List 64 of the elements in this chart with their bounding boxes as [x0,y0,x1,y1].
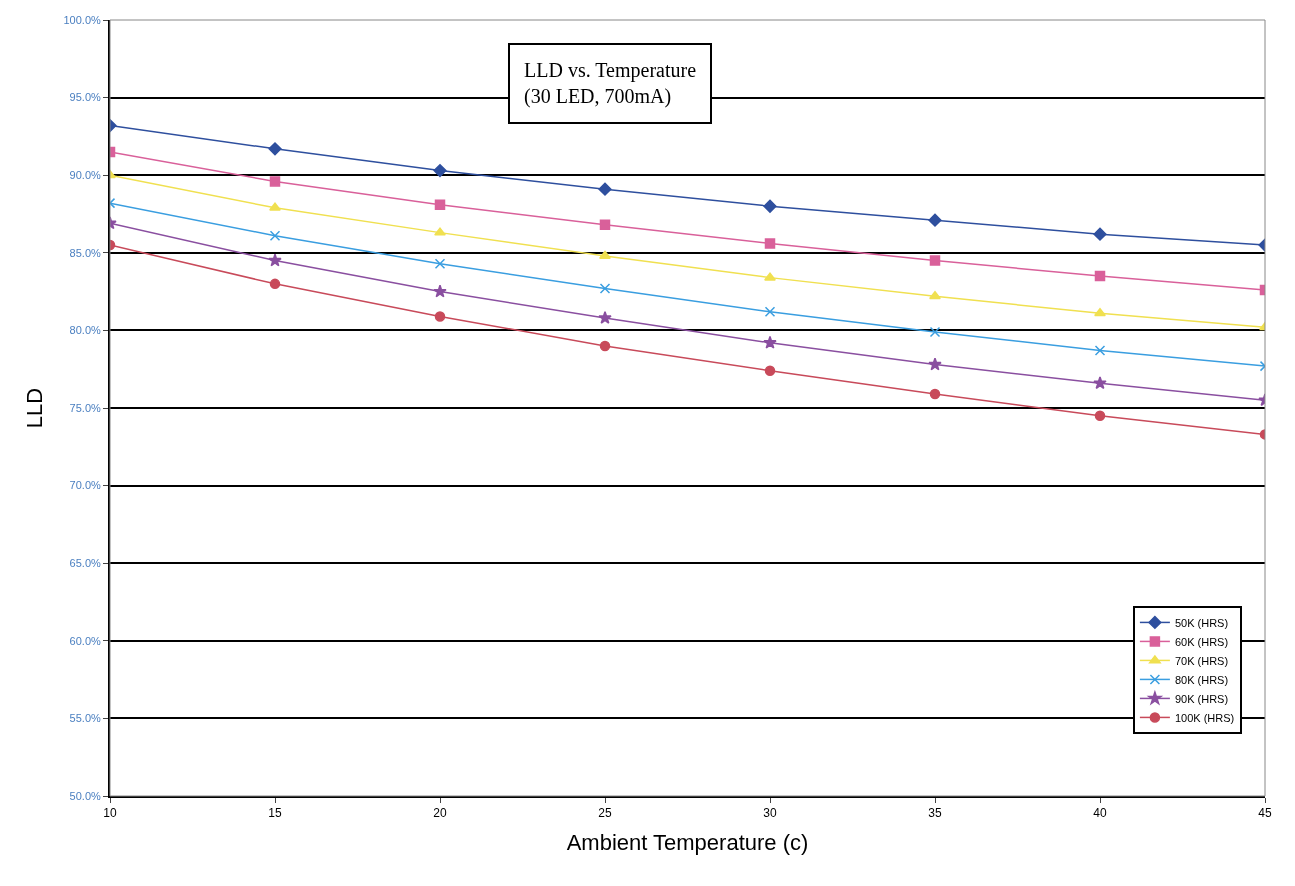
legend-label: 80K (HRS) [1174,673,1229,686]
x-tick-label: 20 [433,806,447,821]
point [269,202,281,211]
point [268,253,282,267]
y-tick-label: 80.0% [69,324,102,337]
point [1093,227,1107,241]
point [268,142,282,156]
point [763,199,777,213]
point [1094,345,1106,356]
point [434,199,446,210]
point [434,227,446,236]
point [764,306,776,318]
y-tick-label: 90.0% [69,169,102,182]
y-tick-label: 50.0% [69,789,102,802]
point [599,219,611,231]
text: LLD vs. Temperature (30 LED, 700mA) [524,59,697,108]
point [929,326,941,338]
point [928,213,942,227]
y-axis-title: LLD [21,387,47,429]
legend-label: 60K (HRS) [1174,635,1229,648]
point [599,283,611,294]
x-tick-label: 15 [268,806,282,821]
point [764,272,776,281]
point [929,388,941,400]
y-tick-label: 100.0% [63,13,102,26]
y-tick-label: 70.0% [69,479,102,492]
point [269,176,281,187]
y-tick-label: 85.0% [69,246,102,259]
point [434,258,446,269]
point [433,284,447,298]
legend-label: 100K (HRS) [1174,711,1235,724]
x-tick-label: 25 [598,806,612,821]
point [764,238,776,249]
x-axis-title: Ambient Temperature (c) [566,829,809,855]
point [764,365,776,376]
x-tick-label: 35 [928,806,942,821]
point [269,230,281,241]
point [598,182,612,196]
point [433,163,447,178]
point [1094,270,1106,282]
y-tick-label: 95.0% [69,91,102,104]
point [599,250,611,259]
y-tick-label: 60.0% [69,634,102,647]
point [269,278,281,290]
x-tick-label: 45 [1258,806,1272,821]
legend-label: 70K (HRS) [1174,654,1229,667]
legend-label: 50K (HRS) [1174,616,1229,629]
point [928,357,942,371]
point [598,310,612,324]
point [763,335,777,349]
point [434,311,446,322]
legend-label: 90K (HRS) [1174,692,1229,705]
point [929,291,941,300]
point [599,340,611,352]
y-tick-label: 65.0% [69,557,102,570]
x-tick-label: 10 [103,806,117,821]
point [929,255,941,266]
point [1094,308,1106,317]
y-tick-label: 75.0% [69,401,102,414]
x-tick-label: 40 [1093,806,1107,821]
y-tick-label: 55.0% [69,712,102,725]
x-tick-label: 30 [763,806,777,821]
point [1094,410,1106,422]
point [1093,376,1107,390]
